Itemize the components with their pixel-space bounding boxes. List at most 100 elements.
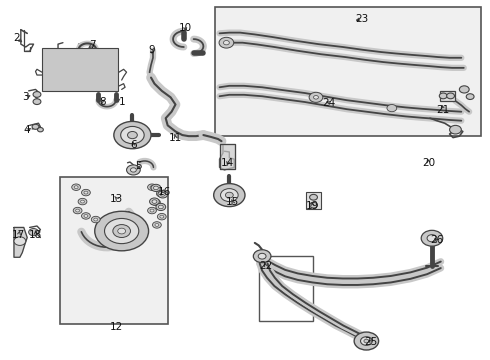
Circle shape (104, 219, 139, 244)
Circle shape (160, 193, 165, 196)
Text: 5: 5 (135, 161, 142, 171)
Circle shape (154, 201, 158, 204)
Circle shape (126, 165, 140, 175)
Bar (259, 256, 313, 321)
Circle shape (160, 215, 164, 218)
Circle shape (310, 202, 318, 208)
Circle shape (78, 198, 87, 205)
Circle shape (114, 121, 151, 149)
Circle shape (155, 224, 159, 226)
Circle shape (158, 191, 168, 198)
Bar (42, 49, 118, 91)
Circle shape (158, 205, 163, 209)
Text: 24: 24 (322, 98, 336, 108)
Circle shape (150, 209, 154, 212)
Circle shape (156, 203, 166, 211)
Circle shape (147, 184, 156, 190)
Circle shape (81, 189, 90, 196)
Circle shape (151, 184, 161, 192)
Text: 12: 12 (110, 321, 123, 332)
Circle shape (80, 200, 84, 203)
Text: 8: 8 (99, 96, 105, 107)
Text: 17: 17 (12, 230, 25, 240)
Circle shape (81, 213, 90, 219)
Text: 4: 4 (24, 125, 30, 135)
Circle shape (314, 95, 318, 99)
Text: 13: 13 (110, 194, 123, 204)
Circle shape (223, 41, 229, 45)
Circle shape (152, 200, 157, 203)
Text: 21: 21 (437, 105, 450, 115)
Text: 11: 11 (169, 132, 182, 143)
Circle shape (32, 124, 39, 129)
Polygon shape (14, 228, 27, 257)
Circle shape (447, 93, 455, 99)
Circle shape (72, 184, 80, 190)
Text: 19: 19 (306, 201, 319, 211)
Circle shape (440, 93, 447, 99)
Circle shape (94, 218, 98, 221)
Text: 2: 2 (14, 33, 20, 43)
Circle shape (91, 216, 100, 223)
Circle shape (113, 225, 130, 238)
Polygon shape (220, 144, 235, 169)
Circle shape (153, 186, 158, 190)
Text: 22: 22 (259, 261, 272, 271)
Text: 15: 15 (226, 197, 240, 207)
Bar (306, 192, 321, 210)
Circle shape (127, 131, 137, 139)
Text: 14: 14 (221, 158, 235, 168)
Circle shape (253, 250, 271, 263)
Circle shape (156, 190, 165, 197)
Bar (60, 177, 168, 324)
Circle shape (387, 104, 397, 112)
Circle shape (152, 222, 161, 228)
Circle shape (29, 229, 38, 236)
Circle shape (75, 209, 79, 212)
Circle shape (149, 198, 159, 205)
Text: 25: 25 (365, 337, 378, 347)
Circle shape (84, 215, 88, 217)
Text: 23: 23 (355, 14, 368, 24)
Text: 16: 16 (158, 186, 171, 197)
Text: 18: 18 (29, 230, 42, 240)
Circle shape (14, 237, 26, 246)
Circle shape (33, 99, 41, 104)
Circle shape (225, 192, 233, 198)
Circle shape (73, 207, 82, 214)
Text: 10: 10 (179, 23, 192, 33)
Text: 26: 26 (430, 235, 443, 246)
Text: 9: 9 (148, 45, 155, 55)
Circle shape (84, 191, 88, 194)
Text: 6: 6 (130, 140, 137, 150)
Circle shape (159, 192, 163, 195)
Circle shape (364, 339, 369, 343)
Circle shape (147, 207, 156, 214)
Circle shape (361, 337, 372, 345)
Circle shape (310, 194, 318, 200)
Circle shape (309, 92, 323, 102)
Circle shape (427, 235, 437, 242)
Circle shape (118, 228, 125, 234)
Text: 7: 7 (89, 40, 96, 50)
Circle shape (130, 168, 136, 172)
Circle shape (121, 126, 144, 144)
Circle shape (151, 199, 160, 206)
Circle shape (354, 332, 379, 350)
Circle shape (460, 86, 469, 93)
Text: 20: 20 (422, 158, 435, 168)
Circle shape (214, 184, 245, 207)
Circle shape (33, 91, 41, 97)
Circle shape (95, 211, 148, 251)
Circle shape (74, 186, 78, 189)
Bar (440, 91, 456, 101)
Circle shape (220, 189, 238, 202)
Circle shape (466, 94, 474, 99)
Circle shape (450, 125, 461, 134)
Circle shape (258, 253, 266, 259)
Text: 1: 1 (119, 96, 125, 107)
Circle shape (421, 230, 443, 246)
Circle shape (37, 127, 43, 132)
Circle shape (150, 186, 154, 189)
Text: 3: 3 (23, 92, 29, 102)
